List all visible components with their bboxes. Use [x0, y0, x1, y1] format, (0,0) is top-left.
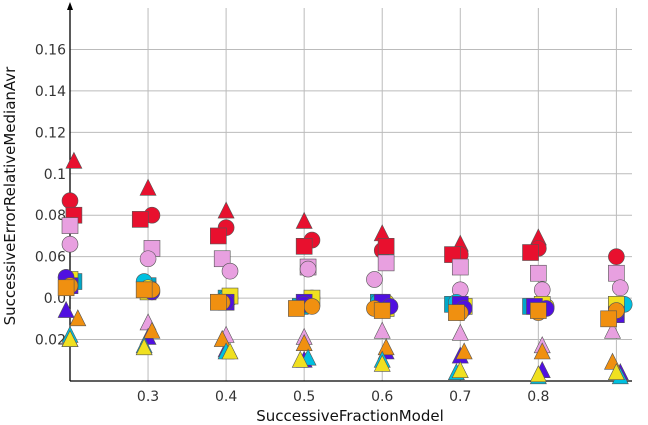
triangle-point — [377, 338, 395, 356]
triangle-point — [61, 329, 79, 347]
x-tick-label: 0.6 — [371, 389, 393, 405]
y-tick-label: 0.08 — [35, 208, 66, 224]
square-point — [210, 293, 227, 311]
square-point — [57, 279, 75, 297]
triangle-point — [533, 342, 551, 360]
circle-point — [61, 235, 79, 253]
triangle-point — [604, 321, 621, 339]
triangle-point — [373, 321, 391, 339]
triangle-point — [217, 201, 235, 219]
triangle-point — [139, 178, 157, 196]
data-marks — [57, 151, 633, 385]
circle-point — [61, 192, 79, 210]
square-point — [600, 310, 617, 328]
triangle-point — [607, 363, 625, 381]
x-axis-title: SuccessiveFractionModel — [256, 407, 444, 425]
x-tick-label: 0.7 — [449, 389, 471, 405]
circle-point — [533, 281, 551, 299]
triangle-point — [143, 321, 161, 339]
triangle-point — [291, 350, 309, 368]
y-axis-title: SuccessiveErrorRelativeMedianAvr — [1, 66, 19, 326]
triangle-point — [451, 360, 469, 378]
triangle-point — [373, 354, 391, 372]
square-point — [131, 211, 149, 228]
triangle-point — [295, 211, 313, 229]
triangle-point — [69, 309, 87, 327]
square-point — [61, 217, 79, 234]
y-axis-arrow — [67, 2, 73, 10]
triangle-point — [57, 300, 75, 318]
x-tick-label: 0.4 — [215, 389, 237, 405]
y-tick-label: 0.14 — [35, 84, 66, 100]
square-point — [135, 281, 153, 299]
square-point — [295, 238, 313, 255]
circle-point — [303, 298, 321, 315]
x-tick-label: 0.5 — [293, 389, 315, 405]
circle-point — [221, 262, 239, 280]
x-tick-label: 0.8 — [527, 389, 549, 405]
triangle-point — [455, 342, 473, 360]
circle-point — [366, 271, 383, 288]
square-point — [377, 238, 395, 255]
square-point — [288, 300, 305, 317]
triangle-point — [221, 342, 239, 360]
square-point — [451, 258, 469, 276]
square-point — [448, 304, 465, 321]
circle-point — [611, 279, 629, 297]
square-point — [210, 227, 227, 245]
y-tick-label: 0.1 — [44, 167, 66, 183]
square-point — [377, 254, 395, 272]
triangle-point — [135, 338, 153, 356]
square-point — [608, 264, 625, 282]
y-tick-label: 0.12 — [35, 125, 66, 141]
y-tick-label: 0.02 — [35, 333, 66, 349]
circle-point — [299, 260, 317, 278]
square-point — [213, 250, 231, 268]
triangle-point — [451, 323, 469, 341]
square-point — [522, 244, 539, 261]
triangle-point — [529, 365, 547, 383]
triangle-point — [65, 151, 83, 169]
square-point — [373, 302, 391, 319]
circle-point — [139, 250, 157, 268]
triangle-point — [295, 334, 313, 352]
x-tick-label: 0.3 — [137, 389, 159, 405]
tick-labels: 0.020.00.060.080.10.120.140.160.3 0.4 0.5 0… — [35, 42, 550, 405]
square-point — [530, 302, 547, 319]
y-tick-label: 0.06 — [35, 250, 66, 266]
square-point — [530, 264, 547, 282]
y-tick-label: 0.16 — [35, 42, 66, 58]
circle-point — [608, 248, 625, 265]
